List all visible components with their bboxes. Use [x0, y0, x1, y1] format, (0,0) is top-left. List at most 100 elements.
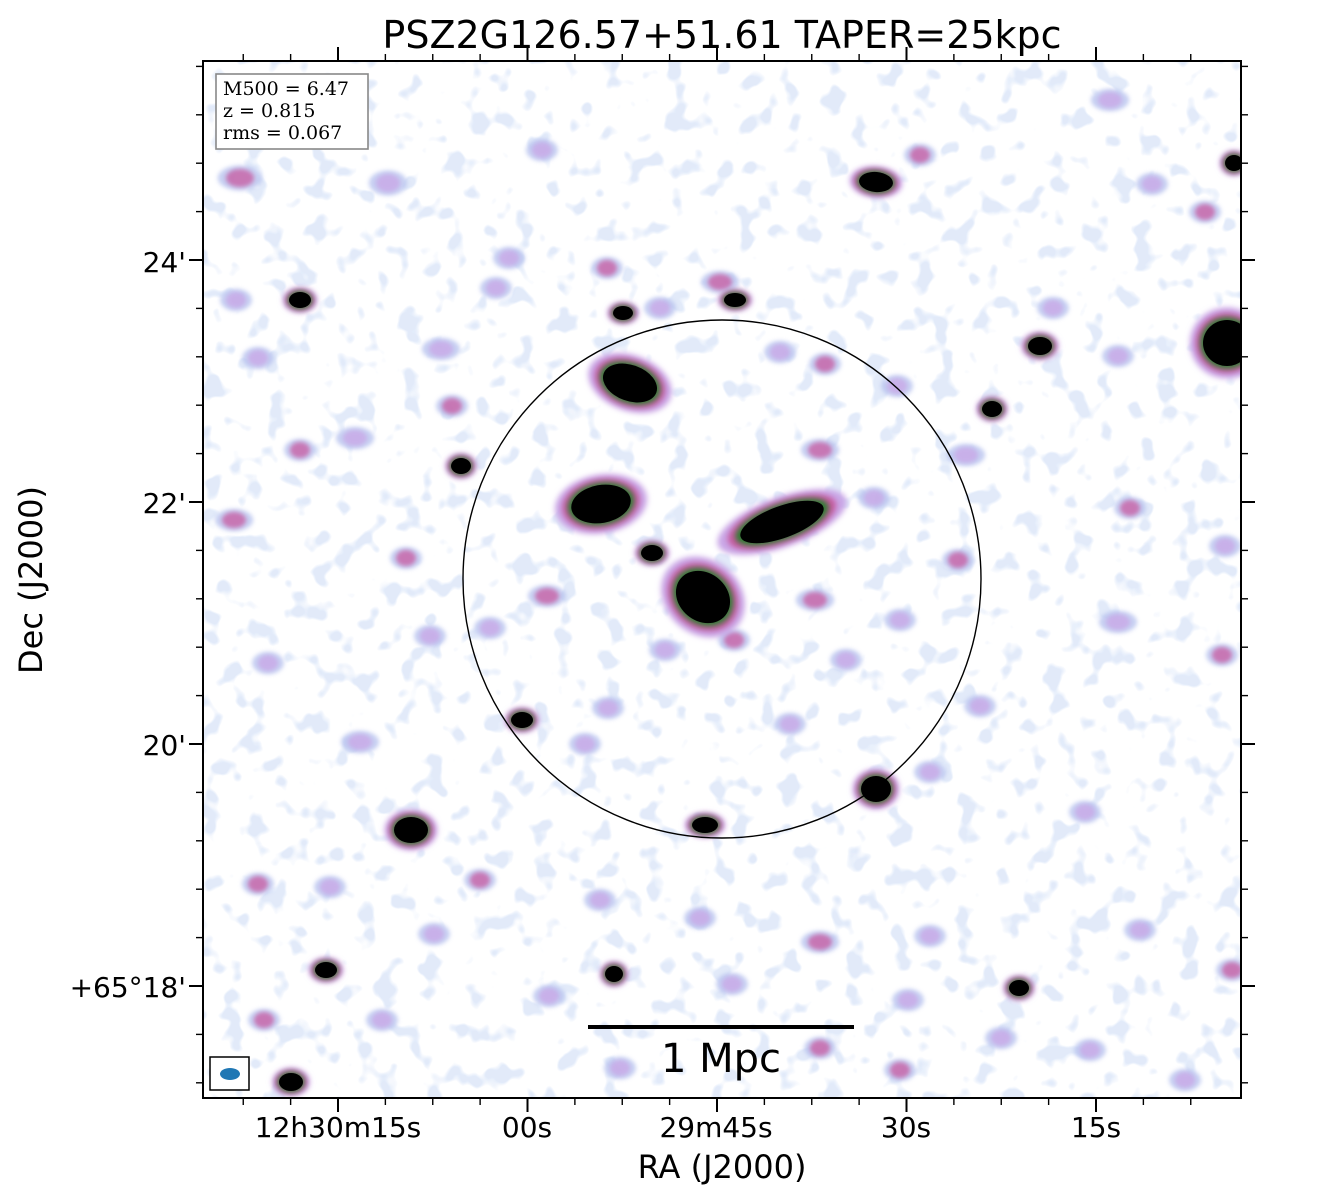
faint-emission [800, 930, 840, 954]
faint-emission [830, 648, 862, 672]
x-tick-label: 00s [502, 1111, 552, 1144]
faint-emission [1102, 344, 1134, 368]
y-axis-label: Dec (J2000) [12, 486, 50, 674]
faint-emission [858, 486, 890, 510]
faint-emission [340, 730, 380, 754]
faint-emission [884, 1058, 916, 1082]
faint-emission [421, 337, 461, 361]
faint-emission [214, 508, 254, 532]
r500-circle [462, 319, 982, 839]
radio-source [976, 396, 1008, 422]
faint-emission [764, 340, 796, 364]
beam-box [209, 1056, 250, 1091]
faint-emission [964, 694, 996, 718]
faint-emission [436, 394, 468, 418]
faint-emission [884, 608, 916, 632]
radio-source [1220, 150, 1241, 176]
faint-emission [774, 712, 806, 736]
faint-emission [1090, 88, 1130, 112]
faint-emission [390, 546, 422, 570]
faint-emission [592, 696, 624, 720]
x-axis-label: RA (J2000) [638, 1148, 807, 1186]
scale-bar-label: 1 Mpc [661, 1036, 781, 1082]
plot-frame [202, 60, 1242, 1099]
faint-emission [1069, 800, 1101, 824]
faint-emission [1037, 296, 1069, 320]
faint-emission [252, 651, 284, 675]
faint-emission [942, 548, 974, 572]
bright-sources-layer [272, 150, 1241, 1096]
info-box: M500 = 6.47 z = 0.815 rms = 0.067 [215, 73, 369, 150]
x-tick-label: 29m45s [659, 1111, 772, 1144]
radio-source [588, 352, 672, 414]
faint-emission [366, 1008, 398, 1032]
radio-source [384, 809, 438, 851]
radio-source [445, 453, 477, 479]
radio-source [600, 961, 628, 987]
radio-source [717, 489, 847, 555]
info-m500: M500 = 6.47 [223, 78, 349, 100]
faint-emission [649, 638, 681, 662]
faint-emission [1136, 172, 1168, 196]
faint-emission [474, 616, 506, 640]
faint-emission [804, 1036, 836, 1060]
radio-source [849, 166, 903, 198]
faint-emission [418, 922, 450, 946]
faint-emission [527, 584, 567, 608]
radio-source [504, 707, 540, 733]
plot-area: 1 Mpc [203, 61, 1241, 1098]
faint-emission [493, 246, 525, 270]
faint-emission [464, 868, 496, 892]
faint-emission [914, 760, 946, 784]
info-redshift: z = 0.815 [223, 100, 315, 122]
faint-emission [480, 276, 512, 300]
faint-emission [985, 1026, 1017, 1050]
radio-source [634, 540, 670, 566]
radio-source [272, 1068, 310, 1096]
faint-emission [795, 588, 835, 612]
faint-emission [904, 143, 936, 167]
faint-emission [1169, 1068, 1201, 1092]
radio-source [717, 289, 753, 311]
y-tick-labels: 24' 22' 20' +65°18' [70, 246, 186, 1004]
x-tick-labels: 12h30m15s 00s 29m45s 30s 15s [255, 1111, 1121, 1144]
faint-emission [584, 888, 616, 912]
faint-emission [1189, 200, 1221, 224]
faint-emission [1114, 496, 1146, 520]
faint-emission [242, 346, 274, 370]
faint-emission [700, 270, 740, 294]
radio-source [1189, 307, 1241, 379]
y-tick-label: 22' [143, 487, 186, 520]
faint-emission [220, 288, 252, 312]
radio-source [1021, 332, 1059, 360]
faint-emission [533, 984, 565, 1008]
faint-emission [684, 906, 716, 930]
x-tick-label: 30s [881, 1111, 931, 1144]
faint-emission [914, 924, 946, 948]
radio-source [684, 812, 726, 838]
faint-emission-layer [214, 88, 1241, 1092]
faint-emission [569, 732, 601, 756]
chart-title: PSZ2G126.57+51.61 TAPER=25kpc [382, 13, 1061, 57]
y-tick-label: 20' [143, 729, 186, 762]
faint-emission [248, 1008, 280, 1032]
faint-emission [716, 972, 748, 996]
radio-source [1003, 975, 1035, 1001]
beam-ellipse [220, 1068, 240, 1080]
faint-emission [1216, 958, 1241, 982]
radio-source [661, 556, 745, 638]
x-tick-label: 15s [1071, 1111, 1121, 1144]
axis-ticks [189, 47, 1255, 1112]
faint-emission [1074, 1038, 1106, 1062]
faint-emission [604, 1056, 636, 1080]
faint-emission [335, 426, 375, 450]
faint-emission [284, 438, 316, 462]
y-tick-label: +65°18' [70, 971, 186, 1004]
faint-emission [1206, 643, 1238, 667]
faint-emission [800, 438, 840, 462]
faint-emission [809, 352, 841, 376]
radio-source [554, 473, 648, 535]
faint-emission [526, 138, 558, 162]
faint-emission [892, 988, 924, 1012]
